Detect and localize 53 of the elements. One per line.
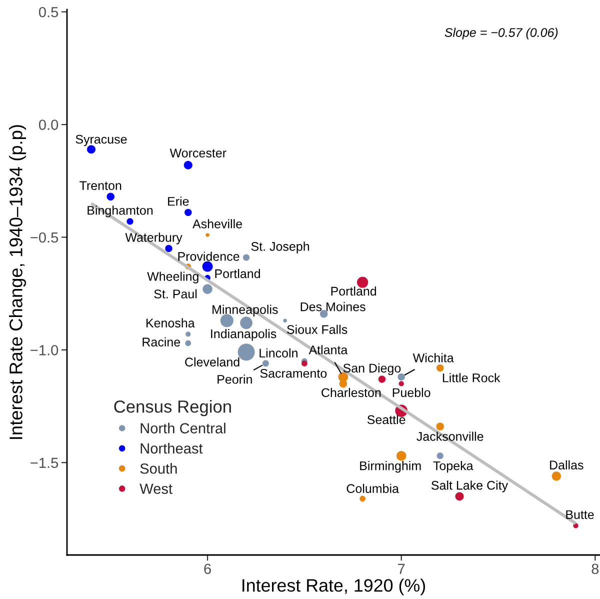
x-tick-label: 8 bbox=[592, 564, 599, 574]
annotation: Trenton bbox=[80, 181, 122, 190]
annotation: Kenosha bbox=[146, 318, 195, 328]
annotation: Dallas bbox=[550, 460, 584, 470]
annotation: Sioux Falls bbox=[287, 324, 348, 334]
annotation: Indianapolis bbox=[211, 329, 276, 341]
annotation: St. Joseph bbox=[251, 242, 310, 254]
annotation: Pueblo bbox=[392, 388, 430, 398]
annotation: Sacramento bbox=[260, 368, 327, 378]
legend-title: Census Region bbox=[114, 400, 231, 416]
y-axis-title: Interest Rate Change, 1940–1934 (p.p) bbox=[9, 125, 26, 439]
annotation: Columbia bbox=[346, 484, 399, 494]
annotation: Butte bbox=[566, 510, 594, 520]
annotation: Minneapolis bbox=[212, 304, 278, 316]
x-axis-title: Interest Rate, 1920 (%) bbox=[242, 578, 426, 596]
annotation: Syracuse bbox=[76, 134, 127, 146]
annotation: Atlanta bbox=[308, 345, 348, 354]
annotation: Asheville bbox=[192, 219, 242, 228]
annotation: Portland bbox=[215, 268, 260, 278]
annotation: Jacksonville bbox=[416, 432, 484, 441]
legend-label: West bbox=[140, 484, 172, 494]
annotation: Wichita bbox=[412, 353, 454, 362]
annotation: Worcester bbox=[170, 148, 226, 158]
annotation: Topeka bbox=[433, 461, 474, 473]
legend-label: South bbox=[140, 463, 177, 474]
legend-label: North Central bbox=[140, 422, 226, 434]
annotation: Racine bbox=[142, 337, 180, 347]
legend-label: Northeast bbox=[140, 442, 203, 454]
annotation: Des Moines bbox=[300, 302, 366, 312]
annotation: Salt Lake City bbox=[431, 480, 508, 492]
y-tick-label: −0.5 bbox=[30, 232, 58, 243]
annotation: San Diego bbox=[343, 363, 401, 376]
annotation: Peorin bbox=[218, 374, 252, 384]
annotation: Cleveland bbox=[185, 357, 240, 367]
annotation: Lincoln bbox=[260, 348, 298, 358]
annotation: Erie bbox=[168, 196, 189, 206]
annotation: Portland bbox=[331, 286, 376, 296]
annotation: St. Paul bbox=[154, 289, 197, 298]
annotation: Little Rock bbox=[442, 373, 500, 382]
annotation: Binghamton bbox=[88, 206, 153, 218]
y-tick-label: 0.5 bbox=[38, 6, 58, 18]
annotation: Charleston bbox=[322, 388, 381, 398]
annotation: Providence bbox=[178, 252, 240, 261]
annotation: Waterbury bbox=[125, 232, 182, 244]
y-tick-label: −1.0 bbox=[30, 345, 58, 356]
annotation: Slope = −0.57 (0.06) bbox=[444, 28, 558, 40]
y-tick-label: −1.5 bbox=[30, 458, 58, 468]
y-tick-label: 0.0 bbox=[38, 120, 58, 130]
annotation: Seattle bbox=[367, 414, 406, 424]
annotation: Birminghim bbox=[360, 461, 421, 473]
x-tick-label: 7 bbox=[398, 564, 405, 574]
x-tick-label: 6 bbox=[204, 564, 211, 574]
annotation: Wheeling bbox=[147, 272, 198, 284]
